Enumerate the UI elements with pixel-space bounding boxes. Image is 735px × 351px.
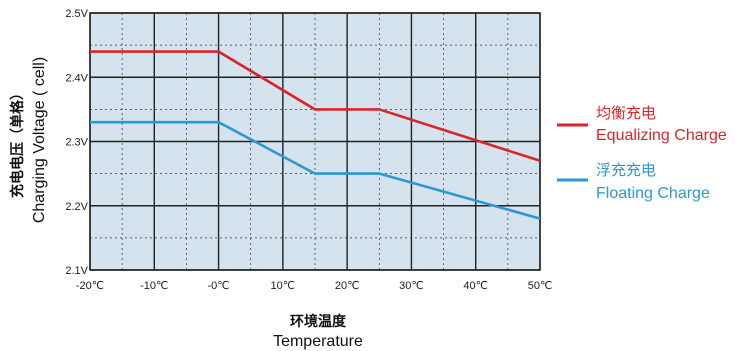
legend-label-equalizing: Equalizing Charge [596, 127, 727, 144]
x-axis-label-cn: 环境温度 [290, 313, 347, 329]
y-tick-label: 2.2V [65, 201, 88, 213]
y-tick-labels: 2.1V 2.2V 2.3V 2.4V 2.5V [65, 8, 88, 277]
x-tick-label: 40℃ [463, 280, 488, 292]
legend-label-floating: Floating Charge [596, 185, 710, 202]
series-layer [90, 50, 541, 220]
y-tick-label: 2.1V [65, 265, 88, 277]
x-tick-label: -0℃ [208, 280, 230, 292]
x-tick-label: 20℃ [335, 280, 360, 292]
y-tick-label: 2.4V [65, 72, 88, 84]
x-tick-label: 30℃ [399, 280, 424, 292]
y-tick-label: 2.5V [65, 8, 88, 20]
x-axis-label: Temperature [273, 333, 363, 350]
floating-charge-line [90, 120, 541, 220]
legend: 均衡充电 Equalizing Charge 浮充充电 Floating Cha… [557, 105, 727, 202]
x-tick-label: 10℃ [271, 280, 296, 292]
legend-label-floating-cn: 浮充充电 [596, 162, 656, 179]
x-tick-label: -20℃ [76, 280, 104, 292]
x-tick-label: -10℃ [140, 280, 168, 292]
legend-label-equalizing-cn: 均衡充电 [596, 105, 656, 122]
y-axis-label-cn: 充电电压（单格） [9, 86, 25, 198]
plot-frame [89, 12, 541, 271]
x-tick-labels: -20℃ -10℃ -0℃ 10℃ 20℃ 30℃ 40℃ 50℃ [76, 280, 552, 292]
equalizing-charge-line [90, 50, 541, 163]
x-tick-label: 50℃ [528, 280, 553, 292]
y-tick-label: 2.3V [65, 137, 88, 149]
y-axis-label: Charging Voltage ( cell) [31, 57, 48, 223]
